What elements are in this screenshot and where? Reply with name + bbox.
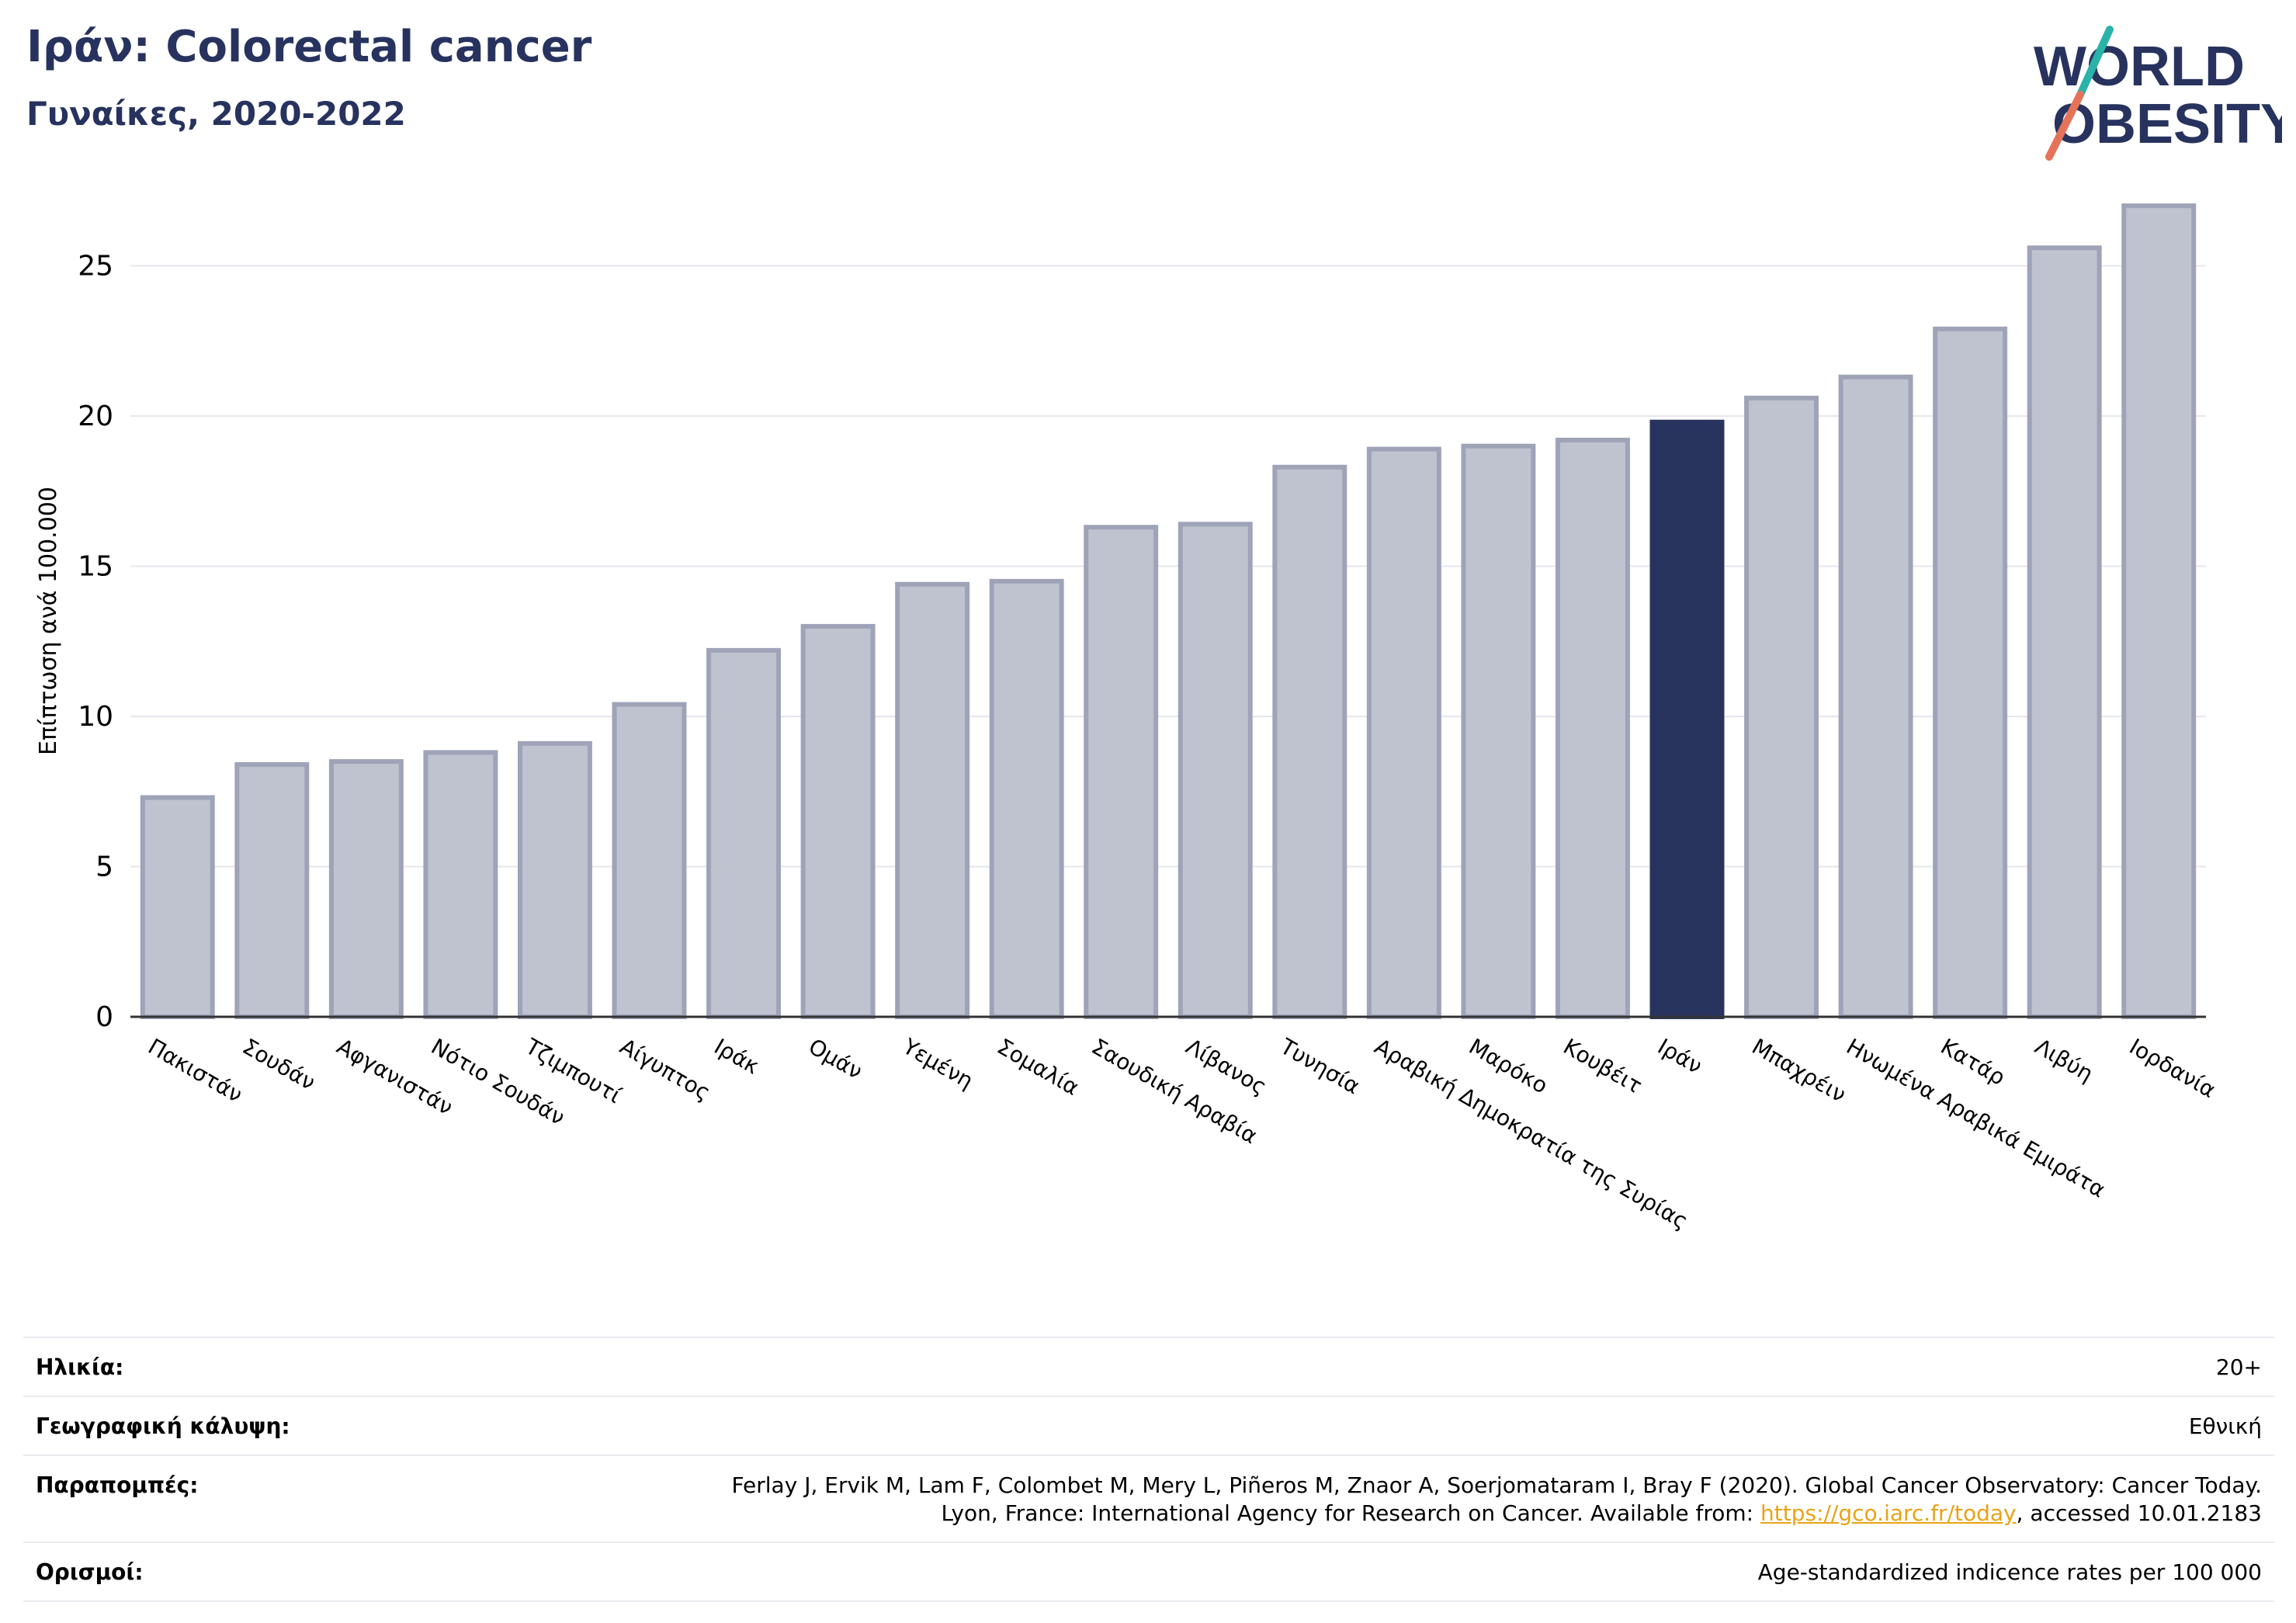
x-tick-label: Μπαχρέιν: [1748, 1033, 1850, 1107]
reference-link[interactable]: https://gco.iarc.fr/today: [1760, 1500, 2017, 1526]
x-tick-label: Κουβέιτ: [1559, 1033, 1646, 1098]
reference-line2-prefix: Lyon, France: International Agency for R…: [941, 1500, 1760, 1526]
bar: [1933, 326, 2008, 1019]
bar: [2027, 245, 2102, 1019]
bar: [2121, 203, 2197, 1020]
x-tick-label: Ιράν: [1653, 1033, 1707, 1079]
y-tick-label: 25: [78, 251, 113, 283]
bar: [1744, 395, 1819, 1019]
x-tick-label: Πακιστάν: [144, 1033, 247, 1108]
x-tick-label: Σουδάν: [238, 1033, 320, 1095]
x-tick-label: Υεμένη: [898, 1033, 978, 1094]
logo-slash-top: [2076, 26, 2114, 99]
bar: [706, 647, 782, 1019]
meta-value-definitions: Age-standardized indicence rates per 100…: [1757, 1559, 2262, 1585]
meta-value-age: 20+: [2215, 1354, 2262, 1380]
x-tick-label: Τυνησία: [1275, 1033, 1365, 1099]
bar: [140, 795, 215, 1019]
meta-row-references: Παραπομπές: Ferlay J, Ervik M, Lam F, Co…: [23, 1456, 2274, 1543]
y-tick-label: 10: [78, 701, 113, 733]
bar: [517, 740, 592, 1020]
x-tick-label: Αραβική Δημοκρατία της Συρίας: [1370, 1033, 1692, 1234]
y-tick-label: 0: [95, 1001, 113, 1033]
meta-label-age: Ηλικία:: [36, 1354, 124, 1380]
bar: [1461, 443, 1536, 1019]
bar-layer: [140, 203, 2197, 1020]
reference-line1: Ferlay J, Ervik M, Lam F, Colombet M, Me…: [731, 1472, 2262, 1498]
metadata-table: Ηλικία: 20+ Γεωγραφική κάλυψη: Εθνική Πα…: [23, 1337, 2274, 1602]
bar: [234, 761, 310, 1019]
logo-slash-bottom: [2045, 91, 2084, 161]
bar: [1649, 419, 1725, 1019]
bar: [989, 578, 1064, 1019]
y-tick-label: 5: [95, 851, 113, 883]
bar: [1838, 374, 1913, 1019]
x-tick-label: Ιορδανία: [2125, 1033, 2220, 1103]
bar: [1177, 522, 1253, 1019]
meta-value-references: Ferlay J, Ervik M, Lam F, Colombet M, Me…: [731, 1472, 2262, 1528]
meta-label-references: Παραπομπές:: [36, 1472, 199, 1498]
reference-line2-suffix: , accessed 10.01.2183: [2016, 1500, 2262, 1526]
bar: [800, 623, 876, 1020]
page-subtitle: Γυναίκες, 2020-2022: [26, 95, 406, 133]
bar: [1272, 464, 1347, 1019]
x-tick-label: Λιβύη: [2031, 1033, 2097, 1087]
x-tick-label: Αίγυπτος: [616, 1033, 715, 1105]
meta-value-coverage: Εθνική: [2188, 1413, 2262, 1439]
x-tick-label: Ιράκ: [710, 1033, 764, 1079]
meta-label-coverage: Γεωγραφική κάλυψη:: [36, 1413, 290, 1439]
page-title: Ιράν: Colorectal cancer: [26, 22, 592, 72]
x-tick-label: Ομάν: [804, 1033, 867, 1084]
meta-row-definitions: Ορισμοί: Age-standardized indicence rate…: [23, 1543, 2274, 1602]
x-tick-label: Σομαλία: [993, 1033, 1084, 1100]
logo-line1: WORLD: [2034, 36, 2245, 98]
y-tick-label: 20: [78, 401, 113, 432]
meta-row-coverage: Γεωγραφική κάλυψη: Εθνική: [23, 1397, 2274, 1456]
meta-label-definitions: Ορισμοί:: [36, 1559, 144, 1585]
y-axis-label: Επίπτωση ανά 100.000: [35, 487, 62, 755]
bar: [895, 581, 970, 1019]
meta-row-age: Ηλικία: 20+: [23, 1338, 2274, 1397]
bar: [612, 702, 687, 1020]
bar: [328, 759, 404, 1019]
bar: [1366, 446, 1441, 1019]
y-tick-label: 15: [78, 551, 113, 583]
x-tick-label: Σαουδική Αραβία: [1087, 1033, 1262, 1149]
world-obesity-logo: WORLD OBESITY: [2034, 26, 2282, 161]
bar: [1555, 437, 1630, 1019]
bar: [1084, 525, 1159, 1019]
logo-line2: OBESITY: [2052, 93, 2282, 155]
x-tick-label: Κατάρ: [1937, 1033, 2010, 1091]
bar: [423, 750, 498, 1019]
